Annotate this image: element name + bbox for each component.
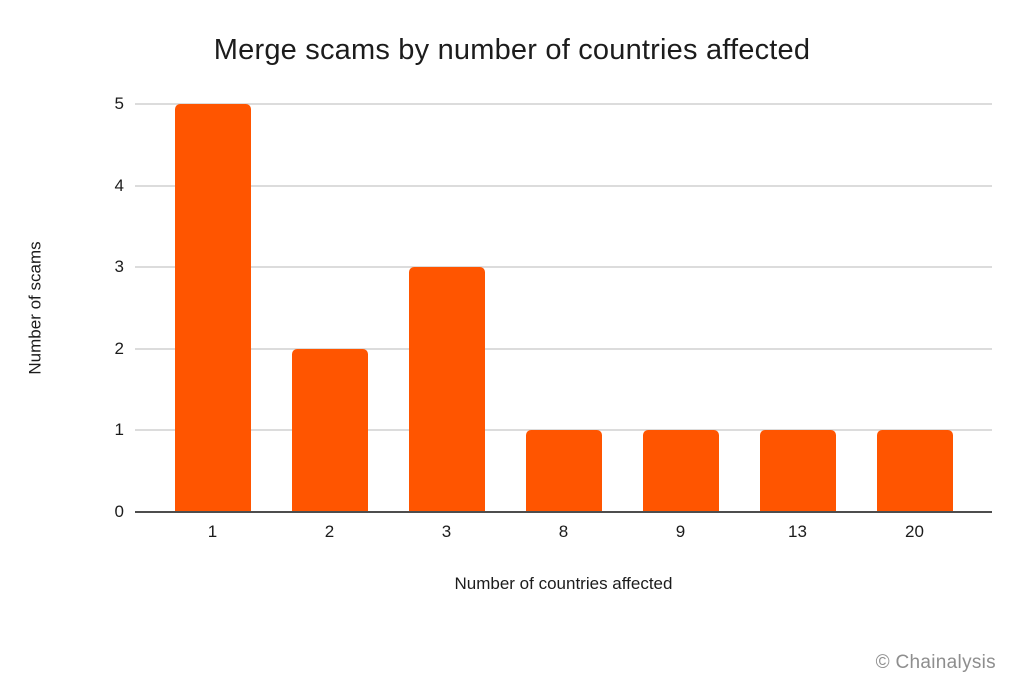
- y-tick-label: 4: [114, 175, 124, 195]
- x-tick-label: 8: [558, 522, 569, 541]
- bar-slot: [388, 104, 505, 512]
- gridline: [135, 347, 992, 350]
- x-axis-title: Number of countries affected: [454, 574, 673, 593]
- bar: [876, 430, 953, 512]
- bar-slot: [622, 104, 739, 512]
- bar-slot: [505, 104, 622, 512]
- bar-slot: [271, 104, 388, 512]
- bar: [759, 430, 836, 512]
- gridline: [135, 103, 992, 105]
- y-axis-ticks: 0 1 2 3 4 5: [0, 94, 124, 521]
- y-tick-label: 2: [114, 338, 124, 358]
- chainalysis-credit: © Chainalysis: [875, 652, 996, 673]
- plot-area: [135, 103, 992, 513]
- chart-title: Merge scams by number of countries affec…: [213, 34, 811, 66]
- gridline: [135, 184, 992, 187]
- bar: [642, 430, 719, 512]
- y-tick-label: 5: [114, 94, 124, 113]
- bar: [408, 267, 485, 512]
- x-axis-ticks: 1 2 3 8 9 13 20: [135, 522, 992, 542]
- x-tick-label: 13: [788, 522, 807, 541]
- bar-series: [135, 104, 992, 512]
- gridline: [135, 266, 992, 269]
- x-axis-line: [135, 511, 992, 513]
- y-tick-label: 0: [114, 502, 124, 521]
- bar: [525, 430, 602, 512]
- x-tick-label: 1: [207, 522, 218, 541]
- y-tick-label: 3: [114, 257, 124, 277]
- bar-slot: [739, 104, 856, 512]
- x-tick-label: 2: [324, 522, 335, 541]
- x-tick-label: 9: [675, 522, 686, 541]
- bar-slot: [154, 104, 271, 512]
- x-tick-label: 20: [905, 522, 924, 541]
- x-tick-label: 3: [441, 522, 452, 541]
- bar-slot: [856, 104, 973, 512]
- bar: [291, 348, 368, 512]
- y-tick-label: 1: [114, 420, 124, 440]
- bar: [174, 104, 251, 512]
